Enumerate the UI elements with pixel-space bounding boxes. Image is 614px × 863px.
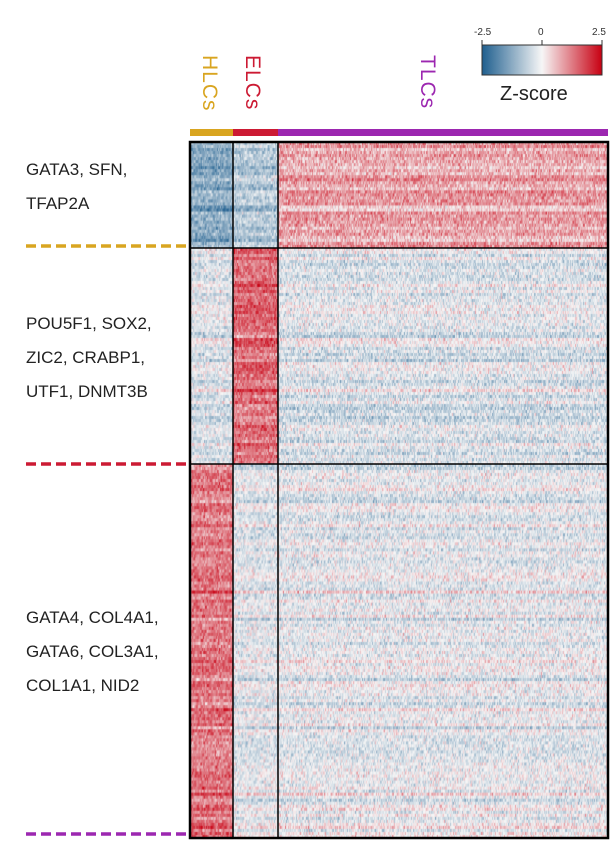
colorscale-bar [481, 44, 603, 76]
heatmap-border [188, 140, 610, 840]
colorscale-title: Z-score [500, 83, 568, 105]
colorscale-tick-mid: 0 [538, 27, 544, 38]
colorscale-tick-max: 2.5 [592, 27, 606, 38]
column-bar-hlcs [190, 129, 233, 136]
colorscale-tick-min: -2.5 [474, 27, 492, 38]
column-label-hlcs: HLCs [198, 55, 221, 112]
column-label-elcs: ELCs [241, 55, 264, 111]
column-bar-elcs [233, 129, 278, 136]
column-bar-tlcs [278, 129, 608, 136]
gene-block-label-2: POU5F1, SOX2, ZIC2, CRABP1, UTF1, DNMT3B [26, 314, 152, 401]
column-label-tlcs: TLCs [416, 55, 439, 110]
gene-block-label-1: GATA3, SFN, TFAP2A [26, 160, 128, 213]
gene-block-label-3: GATA4, COL4A1, GATA6, COL3A1, COL1A1, NI… [26, 608, 159, 695]
